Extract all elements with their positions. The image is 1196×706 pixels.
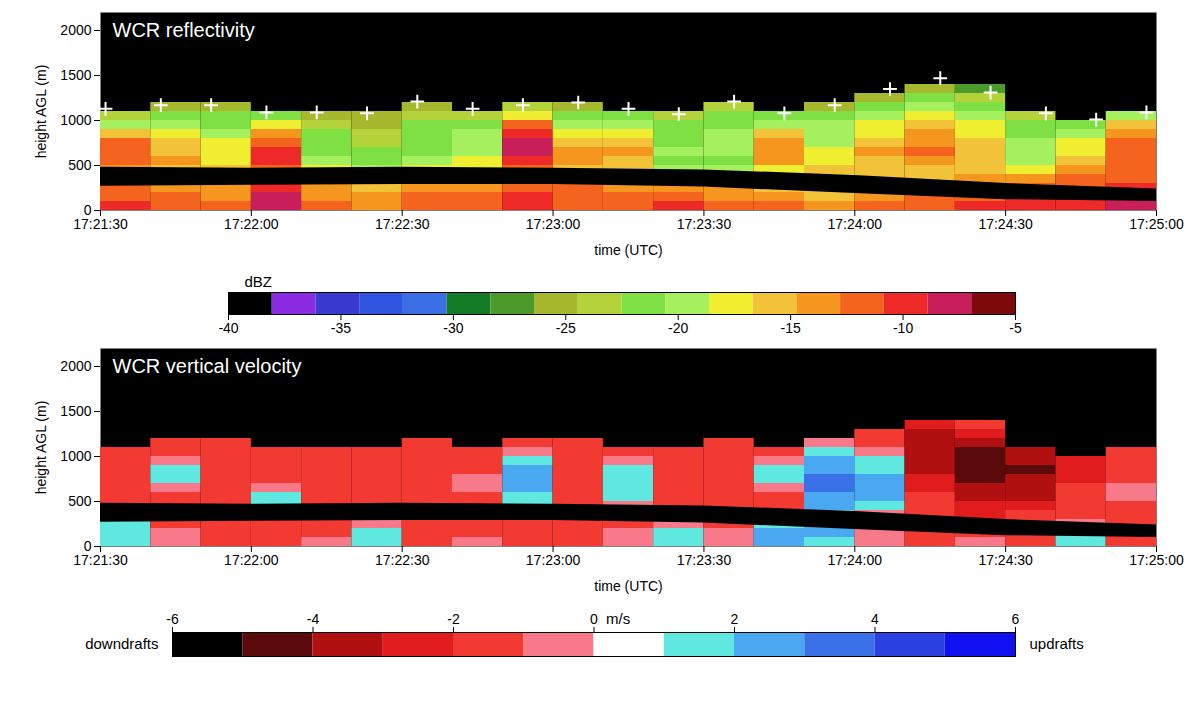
- svg-text:17:24:00: 17:24:00: [828, 552, 883, 568]
- svg-text:2: 2: [731, 611, 739, 627]
- svg-text:17:22:30: 17:22:30: [375, 552, 430, 568]
- svg-text:500: 500: [68, 157, 92, 173]
- svg-text:0: 0: [83, 202, 92, 218]
- svg-text:1000: 1000: [60, 448, 91, 464]
- svg-text:17:23:00: 17:23:00: [526, 552, 581, 568]
- svg-text:17:21:30: 17:21:30: [73, 552, 128, 568]
- svg-text:dBZ: dBZ: [245, 273, 273, 290]
- svg-text:17:25:00: 17:25:00: [1129, 552, 1184, 568]
- svg-text:-40: -40: [218, 320, 238, 336]
- svg-text:-6: -6: [166, 611, 179, 627]
- svg-text:time (UTC): time (UTC): [594, 578, 662, 594]
- svg-text:17:22:00: 17:22:00: [224, 216, 279, 232]
- svg-text:2000: 2000: [60, 358, 91, 374]
- svg-text:downdrafts: downdrafts: [85, 635, 158, 652]
- svg-text:17:23:00: 17:23:00: [526, 216, 581, 232]
- svg-text:time (UTC): time (UTC): [594, 242, 662, 258]
- svg-text:-15: -15: [781, 320, 801, 336]
- svg-text:17:24:30: 17:24:30: [978, 216, 1033, 232]
- svg-text:1500: 1500: [60, 67, 91, 83]
- svg-text:17:23:30: 17:23:30: [677, 552, 732, 568]
- svg-text:17:22:30: 17:22:30: [375, 216, 430, 232]
- svg-text:17:25:00: 17:25:00: [1129, 216, 1184, 232]
- svg-text:WCR vertical velocity: WCR vertical velocity: [113, 355, 302, 377]
- svg-text:17:22:00: 17:22:00: [224, 552, 279, 568]
- svg-text:-25: -25: [556, 320, 576, 336]
- svg-text:-30: -30: [443, 320, 463, 336]
- svg-text:2000: 2000: [60, 22, 91, 38]
- svg-text:0: 0: [83, 538, 92, 554]
- svg-text:4: 4: [871, 611, 879, 627]
- svg-text:-5: -5: [1009, 320, 1022, 336]
- svg-text:17:24:00: 17:24:00: [828, 216, 883, 232]
- svg-text:-4: -4: [307, 611, 320, 627]
- svg-text:height AGL (m): height AGL (m): [33, 401, 49, 495]
- svg-text:updrafts: updrafts: [1030, 635, 1084, 652]
- svg-text:-35: -35: [331, 320, 351, 336]
- svg-text:height AGL (m): height AGL (m): [33, 65, 49, 159]
- svg-text:17:23:30: 17:23:30: [677, 216, 732, 232]
- svg-text:1000: 1000: [60, 112, 91, 128]
- svg-text:1500: 1500: [60, 403, 91, 419]
- svg-text:6: 6: [1012, 611, 1020, 627]
- svg-text:-10: -10: [893, 320, 913, 336]
- svg-text:WCR reflectivity: WCR reflectivity: [113, 19, 255, 41]
- svg-text:0: 0: [590, 611, 598, 627]
- svg-text:17:24:30: 17:24:30: [978, 552, 1033, 568]
- svg-text:-2: -2: [447, 611, 460, 627]
- svg-text:17:21:30: 17:21:30: [73, 216, 128, 232]
- svg-text:500: 500: [68, 493, 92, 509]
- svg-text:m/s: m/s: [606, 610, 630, 627]
- svg-text:-20: -20: [668, 320, 688, 336]
